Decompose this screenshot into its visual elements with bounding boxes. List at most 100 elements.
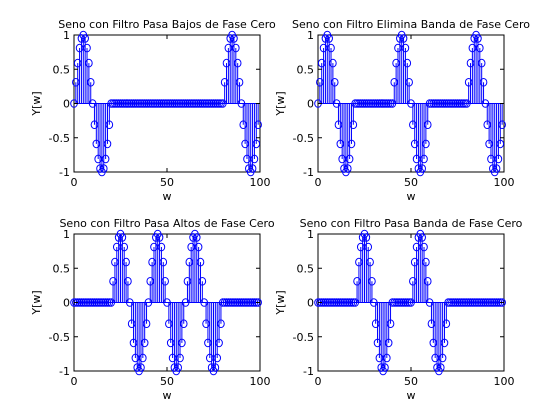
stem-marker — [383, 353, 391, 363]
y-tick-label: 0.5 — [53, 262, 71, 275]
y-axis-title: Y[w] — [274, 290, 287, 315]
x-axis-title: w — [407, 389, 416, 402]
stem-marker — [137, 363, 145, 372]
stem-marker — [176, 353, 184, 363]
x-tick-label: 100 — [250, 375, 271, 388]
y-tick-label: -0.5 — [293, 331, 314, 344]
stem-marker — [436, 363, 445, 372]
y-tick-label: 0 — [307, 98, 314, 111]
stem-marker — [161, 276, 169, 286]
stem-marker — [498, 298, 506, 307]
y-tick-label: -1 — [59, 166, 70, 179]
stem-marker — [494, 154, 503, 164]
y-tick-label: 1 — [307, 29, 314, 42]
y-tick-label: 1 — [63, 228, 70, 241]
stem-marker — [198, 276, 207, 286]
subplot-2: 0 50 100 -1 -0.5 0 0.5 1 w Y[w] Seno con Filtro El… — [274, 18, 530, 203]
y-tick-label: -1 — [59, 365, 70, 378]
stem-marker — [196, 257, 205, 267]
stem-marker — [139, 353, 147, 363]
stem-marker — [252, 139, 261, 149]
stem-marker — [474, 34, 482, 43]
stem-marker — [192, 233, 201, 242]
subplot-3: 0 50 100 -1 -0.5 0 0.5 1 w Y[w] Seno con Filtro Pa… — [30, 217, 275, 402]
y-tick-label: 0 — [307, 297, 314, 310]
stem-marker — [368, 276, 376, 286]
stem-marker — [101, 154, 110, 164]
stem-marker — [399, 34, 408, 43]
plot-title: Seno con Filtro Pasa Banda de Fase Cero — [300, 217, 523, 230]
plot-title: Seno con Filtro Pasa Altos de Fase Cero — [59, 217, 274, 230]
stem-marker — [477, 58, 486, 68]
subplot-1: 0 50 100 -1 -0.5 0 0.5 1 w Y[w] Seno con Filtro Pa… — [30, 18, 276, 203]
x-tick-label: 0 — [315, 375, 322, 388]
stem-marker — [254, 298, 262, 307]
stem-marker — [418, 233, 426, 242]
stem-marker — [422, 257, 430, 267]
stem-marker — [157, 242, 166, 252]
stem-marker — [118, 233, 127, 242]
stem-marker — [174, 363, 182, 372]
y-tick-label: 1 — [63, 29, 70, 42]
stem-series — [314, 30, 506, 177]
stem-marker — [217, 319, 225, 329]
x-axis-title: w — [163, 389, 172, 402]
stem-marker — [345, 154, 354, 164]
stem-marker — [213, 353, 222, 363]
stem-marker — [122, 257, 130, 267]
x-tick-label: 50 — [160, 375, 174, 388]
stem-marker — [254, 120, 262, 130]
x-axis-title: w — [407, 190, 416, 203]
stem-marker — [232, 43, 240, 53]
y-tick-label: -0.5 — [49, 132, 70, 145]
stem-marker — [325, 34, 333, 43]
x-tick-label: 50 — [404, 375, 418, 388]
y-axis-title: Y[w] — [30, 290, 43, 315]
stem-marker — [120, 242, 129, 252]
stem-marker — [362, 233, 371, 242]
y-tick-label: 0.5 — [53, 63, 71, 76]
stem-marker — [498, 120, 506, 130]
y-tick-label: 0 — [63, 98, 70, 111]
x-tick-label: 50 — [404, 176, 418, 189]
stem-marker — [140, 338, 149, 348]
stem-marker — [330, 77, 339, 87]
stem-marker — [420, 242, 428, 252]
stem-marker — [423, 120, 432, 130]
stem-marker — [81, 34, 89, 43]
stem-marker — [496, 139, 505, 149]
stem-marker — [142, 319, 151, 329]
stem-marker — [384, 338, 393, 348]
stem-marker — [418, 164, 426, 173]
stem-marker — [479, 77, 488, 87]
stem-marker — [85, 58, 93, 68]
stem-marker — [233, 58, 242, 68]
stem-marker — [381, 363, 389, 372]
x-tick-label: 50 — [160, 176, 174, 189]
stem-marker — [366, 257, 374, 267]
stem-marker — [105, 120, 114, 130]
stem-marker — [215, 338, 223, 348]
stem-marker — [438, 353, 447, 363]
y-axis-title: Y[w] — [274, 91, 287, 116]
stem-marker — [423, 276, 432, 286]
stem-marker — [492, 164, 501, 173]
stem-marker — [124, 276, 132, 286]
stem-marker — [440, 338, 449, 348]
stem-marker — [349, 120, 358, 130]
stem-marker — [364, 242, 373, 252]
x-tick-label: 100 — [250, 176, 271, 189]
stem-marker — [103, 139, 112, 149]
stem-marker — [230, 34, 238, 43]
stem-series — [314, 229, 506, 376]
y-tick-label: 1 — [307, 228, 314, 241]
stem-marker — [235, 77, 244, 87]
stem-marker — [211, 363, 220, 372]
stem-marker — [422, 139, 430, 149]
stem-marker — [159, 257, 168, 267]
x-tick-label: 100 — [494, 375, 515, 388]
stem-marker — [386, 319, 395, 329]
stem-marker — [179, 319, 188, 329]
y-tick-label: -0.5 — [293, 132, 314, 145]
stem-marker — [343, 164, 352, 173]
